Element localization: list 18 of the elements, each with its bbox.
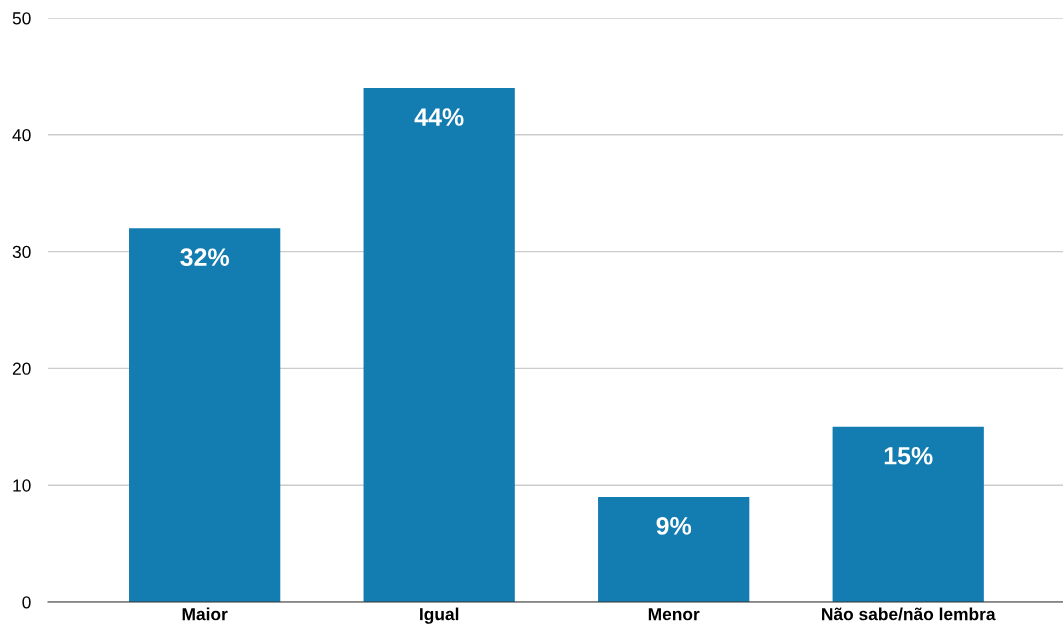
x-tick-label: Igual [420,607,459,624]
data-label: 44% [414,108,464,126]
y-tick-label: 40 [12,128,31,142]
y-tick-label: 30 [12,245,31,259]
y-tick-label: 50 [12,12,31,25]
y-tick-label: 10 [13,479,31,492]
y-tick-label: 0 [22,596,31,609]
bar [598,496,750,602]
data-label: 9% [656,516,692,535]
x-tick-label: Não sabe/não lembra [822,607,996,621]
data-label: 32% [180,248,230,267]
data-label: 15% [884,446,933,465]
x-tick-label: Menor [648,608,700,621]
bar [129,228,281,602]
bar [363,88,515,602]
x-tick-label: Maior [182,607,228,621]
bar [832,426,984,602]
y-tick-label: 20 [12,362,31,375]
